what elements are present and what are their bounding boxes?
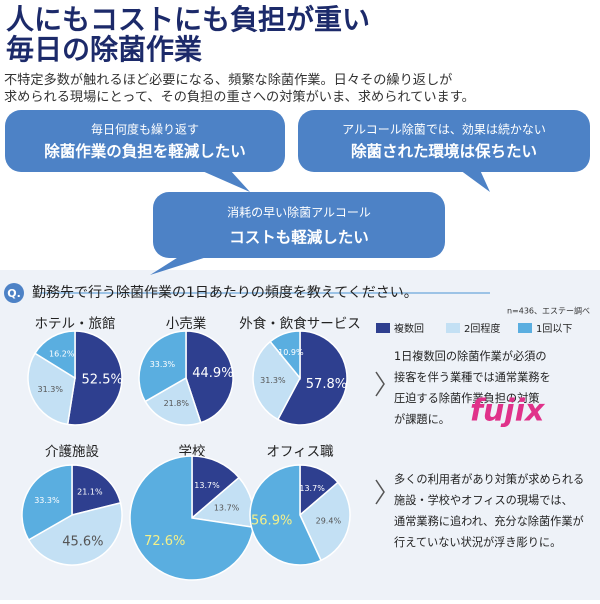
pie-value-label: 31.3% xyxy=(260,376,286,385)
pie-value-label: 44.9% xyxy=(192,366,233,381)
pie-value-label: 56.9% xyxy=(251,514,292,529)
pie-slice xyxy=(33,330,76,380)
bubble-shapes xyxy=(5,110,590,275)
pie-value-label: 21.8% xyxy=(164,399,190,408)
bubble-large: コストも軽減したい xyxy=(229,228,369,247)
title: 人にもコストにも負担が重い xyxy=(6,3,370,36)
bubble-small: アルコール除菌では、効果は続かない xyxy=(342,122,546,137)
pie-slice xyxy=(191,455,241,520)
pie-value-label: 13.7% xyxy=(214,504,240,513)
pie-slice xyxy=(138,330,187,403)
pie-value-label: 72.6% xyxy=(144,534,185,549)
pie-value-label: 13.7% xyxy=(194,481,220,490)
note: n=436、エステー調べ xyxy=(507,306,590,316)
finding-text: 行えていない状況が浮き彫りに。 xyxy=(394,535,561,549)
pie-slice xyxy=(269,330,301,381)
question-badge xyxy=(4,283,24,303)
lead-text: 不特定多数が触れるほど必要になる、頻繁な除菌作業。日々その繰り返しが xyxy=(4,71,452,88)
finding-text: 1日複数回の除菌作業が必須の xyxy=(394,349,547,363)
legend-swatch xyxy=(446,323,460,333)
finding-text: 多くの利用者があり対策が求められる xyxy=(394,472,584,486)
pie-slice xyxy=(144,376,202,426)
lead-text: 求められる現場にとって、その負担の重さへの対策がいま、求められています。 xyxy=(4,88,475,105)
bubble-small: 消耗の早い除菌アルコール xyxy=(227,205,371,220)
pie-value-label: 16.2% xyxy=(49,350,75,359)
pie-title: 小売業 xyxy=(166,316,207,332)
pie-slice xyxy=(185,330,234,424)
bubble-large: 除菌された環境は保ちたい xyxy=(351,142,537,161)
pie-value-label: 57.8% xyxy=(306,377,347,392)
finding-text: 接客を伴う業種では通常業務を xyxy=(394,370,551,384)
finding-text: 通常業務に追われ、充分な除菌作業が xyxy=(394,514,584,528)
pie-slice xyxy=(276,330,348,426)
finding-text: が課題に。 xyxy=(394,412,450,426)
pie-value-label: 33.3% xyxy=(150,360,176,369)
pie-title: オフィス職 xyxy=(266,444,334,460)
pie-value-label: 45.6% xyxy=(62,534,103,549)
bubble-small: 毎日何度も繰り返す xyxy=(91,122,199,137)
pie-value-label: 33.3% xyxy=(34,496,60,505)
question-text: 勤務先で行う除菌作業の1日あたりの頻度を教えてください。 xyxy=(32,285,418,301)
finding-text: 施設・学校やオフィスの現場では、 xyxy=(394,493,573,507)
legend-label: 2回程度 xyxy=(464,322,500,335)
pie-value-label: 29.4% xyxy=(316,517,342,526)
logo: fujix xyxy=(470,394,546,429)
bubble-large: 除菌作業の負担を軽減したい xyxy=(44,142,246,161)
pie-slice xyxy=(27,501,123,566)
title: 毎日の除菌作業 xyxy=(6,33,202,66)
pie-slice xyxy=(129,455,255,581)
legend-label: 1回以下 xyxy=(536,323,572,335)
pie-slice xyxy=(252,340,301,421)
pie-slice xyxy=(249,464,323,566)
pie-slice xyxy=(71,464,122,516)
legend-swatch xyxy=(376,323,390,333)
pie-value-label: 52.5% xyxy=(82,373,123,388)
pie-title: 外食・飲食サービス xyxy=(239,315,361,332)
pie-value-label: 31.3% xyxy=(38,385,64,394)
pie-slice xyxy=(66,330,123,426)
pie-title: 介護施設 xyxy=(45,444,99,460)
pie-title: ホテル・旅館 xyxy=(35,316,116,332)
pie-value-label: 10.9% xyxy=(278,348,304,357)
pie-value-label: 13.7% xyxy=(299,484,325,493)
legend-swatch xyxy=(518,323,532,333)
pie-value-label: 21.1% xyxy=(77,488,103,497)
legend-label: 複数回 xyxy=(394,322,424,335)
chevrons xyxy=(375,371,385,505)
question-mark: Q. xyxy=(7,287,21,300)
pie-slice xyxy=(21,464,73,541)
finding-text: 圧迫する除菌作業負担の対策 xyxy=(394,391,539,405)
